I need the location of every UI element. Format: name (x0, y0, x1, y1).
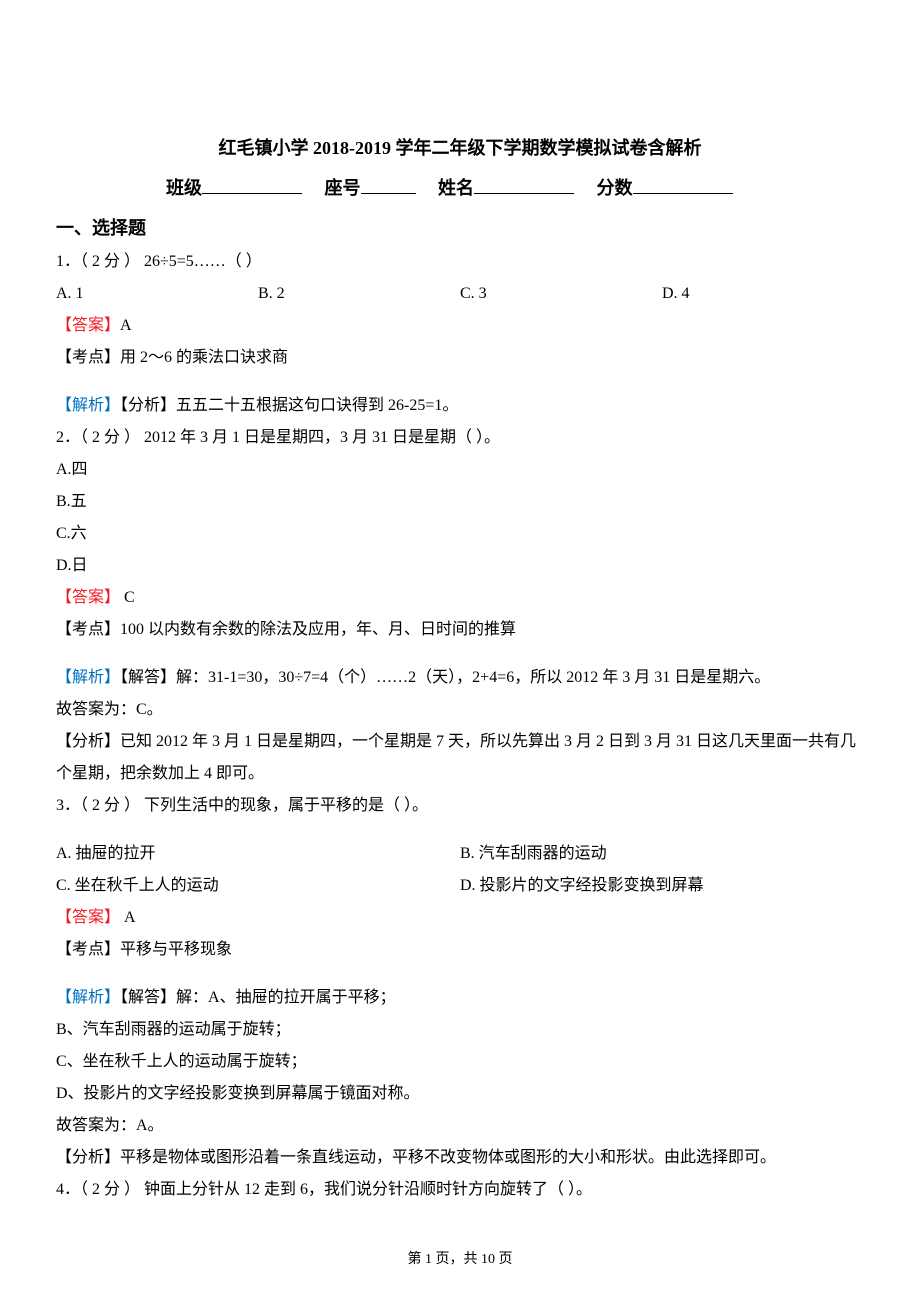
class-label: 班级 (166, 178, 202, 198)
q1-answer-line: 【答案】A (56, 310, 864, 342)
q3-stem: 3．（ 2 分 ） 下列生活中的现象，属于平移的是（ ）。 (56, 790, 864, 822)
section-1-header: 一、选择题 (56, 210, 864, 246)
q2-a1: 【解答】解：31-1=30，30÷7=4（个）……2（天），2+4=6，所以 2… (120, 669, 770, 686)
q3-analysis-line6: 【分析】平移是物体或图形沿着一条直线运动，平移不改变物体或图形的大小和形状。由此… (56, 1142, 864, 1174)
q2-opt-d: D.日 (56, 550, 864, 582)
q3-answer: A (120, 909, 136, 926)
q1-stem: 1．（ 2 分 ） 26÷5=5……（ ） (56, 246, 864, 278)
q3-opt-a: A. 抽屉的拉开 (56, 838, 460, 870)
q1-opt-b: B. 2 (258, 278, 460, 310)
q2-point: 100 以内数有余数的除法及应用，年、月、日时间的推算 (120, 621, 516, 638)
q1-opt-d: D. 4 (662, 278, 864, 310)
answer-label: 【答案】 (56, 589, 120, 606)
q2-analysis-line3: 【分析】已知 2012 年 3 月 1 日是星期四，一个星期是 7 天，所以先算… (56, 726, 864, 790)
q2-answer: C (120, 589, 135, 606)
q1-analysis-line: 【解析】【分析】五五二十五根据这句口诀得到 26-25=1。 (56, 390, 864, 422)
q3-point: 平移与平移现象 (120, 941, 232, 958)
score-label: 分数 (597, 178, 633, 198)
q2-opt-a: A.四 (56, 454, 864, 486)
q2-answer-line: 【答案】 C (56, 582, 864, 614)
name-label: 姓名 (438, 178, 474, 198)
q1-point: 用 2～6 的乘法口诀求商 (120, 349, 288, 366)
class-blank[interactable] (202, 175, 302, 194)
q2-analysis-line1: 【解析】【解答】解：31-1=30，30÷7=4（个）……2（天），2+4=6，… (56, 662, 864, 694)
q1-options: A. 1 B. 2 C. 3 D. 4 (56, 278, 864, 310)
q2-opt-c: C.六 (56, 518, 864, 550)
q2-point-line: 【考点】100 以内数有余数的除法及应用，年、月、日时间的推算 (56, 614, 864, 646)
q3-opt-b: B. 汽车刮雨器的运动 (460, 838, 864, 870)
q3-point-line: 【考点】平移与平移现象 (56, 934, 864, 966)
q2-opt-b: B.五 (56, 486, 864, 518)
q3-analysis-line4: D、投影片的文字经投影变换到屏幕属于镜面对称。 (56, 1078, 864, 1110)
answer-label: 【答案】 (56, 317, 120, 334)
exam-page: 红毛镇小学 2018-2019 学年二年级下学期数学模拟试卷含解析 班级 座号 … (0, 0, 920, 1314)
student-info-row: 班级 座号 姓名 分数 (56, 170, 864, 206)
q3-analysis-line2: B、汽车刮雨器的运动属于旋转； (56, 1014, 864, 1046)
q1-answer: A (120, 317, 132, 334)
q3-opt-d: D. 投影片的文字经投影变换到屏幕 (460, 870, 864, 902)
q1-opt-a: A. 1 (56, 278, 258, 310)
q3-analysis-line5: 故答案为：A。 (56, 1110, 864, 1142)
q2-analysis-line2: 故答案为：C。 (56, 694, 864, 726)
name-blank[interactable] (474, 175, 574, 194)
seat-blank[interactable] (361, 175, 416, 194)
q3-options: A. 抽屉的拉开 B. 汽车刮雨器的运动 C. 坐在秋千上人的运动 D. 投影片… (56, 838, 864, 902)
analysis-label: 【解析】 (56, 989, 120, 1006)
q3-a1: 【解答】解：A、抽屉的拉开属于平移； (120, 989, 396, 1006)
q3-analysis-line1: 【解析】【解答】解：A、抽屉的拉开属于平移； (56, 982, 864, 1014)
q3-answer-line: 【答案】 A (56, 902, 864, 934)
q1-point-line: 【考点】用 2～6 的乘法口诀求商 (56, 342, 864, 374)
score-blank[interactable] (633, 175, 733, 194)
q4-stem: 4．（ 2 分 ） 钟面上分针从 12 走到 6，我们说分针沿顺时针方向旋转了（… (56, 1174, 864, 1206)
analysis-label: 【解析】 (56, 669, 120, 686)
q3-analysis-line3: C、坐在秋千上人的运动属于旋转； (56, 1046, 864, 1078)
answer-label: 【答案】 (56, 909, 120, 926)
seat-label: 座号 (325, 178, 361, 198)
page-title: 红毛镇小学 2018-2019 学年二年级下学期数学模拟试卷含解析 (56, 130, 864, 166)
q1-opt-c: C. 3 (460, 278, 662, 310)
q2-stem: 2．（ 2 分 ） 2012 年 3 月 1 日是星期四，3 月 31 日是星期… (56, 422, 864, 454)
q1-analysis: 【分析】五五二十五根据这句口诀得到 26-25=1。 (120, 397, 458, 414)
point-label: 【考点】 (56, 621, 120, 638)
q3-opt-c: C. 坐在秋千上人的运动 (56, 870, 460, 902)
page-footer: 第 1 页，共 10 页 (56, 1246, 864, 1274)
analysis-label: 【解析】 (56, 397, 120, 414)
point-label: 【考点】 (56, 941, 120, 958)
point-label: 【考点】 (56, 349, 120, 366)
